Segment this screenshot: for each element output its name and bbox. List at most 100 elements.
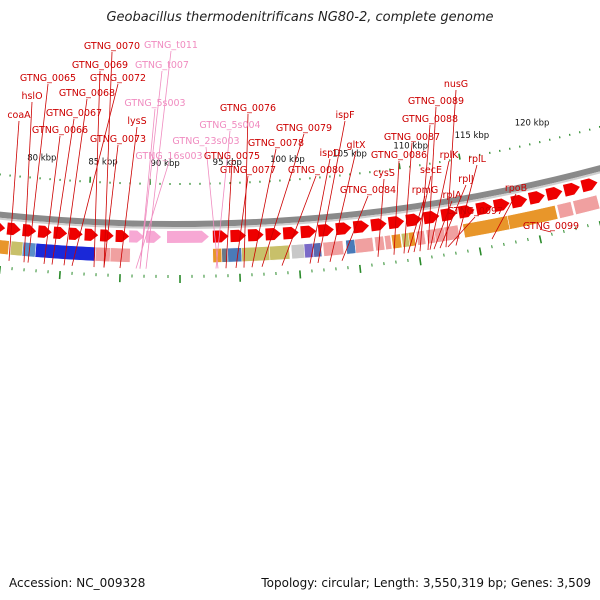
- cog-block: [94, 246, 111, 263]
- gene-label: GTNG_0066: [32, 125, 88, 136]
- gene-leader-line: [119, 126, 138, 269]
- gene-leader-line: [103, 51, 113, 268]
- gene-leader-line: [139, 70, 163, 269]
- gene-leader-line: [205, 146, 219, 269]
- gene-leader-line: [329, 150, 357, 262]
- gene-leader-line: [427, 106, 437, 251]
- gene-label: GTNG_t011: [144, 40, 198, 51]
- gene-label: GTNG_0068: [59, 88, 115, 99]
- gene-leader-line: [27, 83, 49, 263]
- gene-label: coaA: [7, 110, 31, 121]
- cog-block: [290, 243, 306, 260]
- gene-arrow: [68, 227, 83, 241]
- gene-leader-line: [261, 133, 305, 267]
- gene-arrow: [527, 191, 545, 205]
- lower-tick: [458, 153, 461, 160]
- cog-block: [374, 235, 386, 252]
- gene-label: GTNG_t007: [135, 60, 189, 71]
- upper-tick: [563, 229, 565, 234]
- gene-leader-line: [93, 70, 101, 268]
- gene-arrow: [580, 178, 598, 193]
- gene-arrow: [167, 230, 209, 243]
- tick-label: 80 kbp: [27, 153, 56, 163]
- gene-leader-line: [103, 144, 119, 268]
- gene-arrow: [0, 222, 6, 232]
- tick-label: 90 kbp: [151, 159, 180, 169]
- gene-leader-line: [429, 160, 450, 250]
- gene-label: GTNG_0084: [340, 185, 396, 196]
- gene-label: GTNG_0067: [46, 108, 102, 119]
- gene-leader-line: [491, 193, 517, 240]
- lower-tick: [398, 163, 401, 170]
- gene-leader-line: [251, 148, 277, 268]
- upper-tick: [467, 249, 469, 253]
- cog-block: [462, 215, 511, 239]
- gene-leader-line: [71, 83, 119, 266]
- gene-label-group: GTNG_0070 GTNG_t011 GTNG_0069 GTNG_t007 GTNG…: [7, 40, 579, 269]
- gene-arrow: [53, 226, 68, 240]
- gene-arrow: [475, 201, 493, 216]
- accession-label: Accession: NC_009328: [9, 576, 146, 590]
- gene-arrow: [457, 205, 475, 219]
- gene-leader-line: [215, 130, 231, 269]
- gene-label: rpoB: [505, 183, 527, 194]
- gene-arrow: [300, 225, 317, 239]
- upper-tick: [587, 224, 589, 228]
- cog-block: [556, 201, 575, 219]
- gene-label: GTNG_23s003: [172, 136, 239, 147]
- tick-label: 85 kbp: [88, 157, 117, 167]
- upper-tick: [575, 227, 577, 231]
- upper-tick: [551, 232, 553, 236]
- map-title: Geobacillus thermodenitrificans NG80-2, …: [106, 10, 494, 25]
- tick-label: 95 kbp: [213, 158, 242, 168]
- gene-arrow: [99, 229, 114, 242]
- cog-block: [354, 237, 375, 254]
- gene-arrow: [562, 182, 580, 197]
- tick-label: 115 kbp: [455, 131, 490, 141]
- gene-label: GTNG_0077: [220, 165, 276, 176]
- gene-leader-line: [309, 158, 331, 264]
- gene-label: GTNG_16s003: [135, 151, 202, 162]
- cog-block: [390, 233, 403, 250]
- upper-tick: [299, 270, 302, 279]
- upper-tick: [418, 257, 422, 266]
- gene-label: GTNG_0065: [20, 73, 76, 84]
- gene-leader-line: [51, 118, 75, 265]
- gene-arrow: [84, 228, 99, 241]
- upper-tick: [58, 271, 61, 280]
- gene-arrow: [370, 218, 387, 232]
- gene-arrow: [422, 211, 440, 225]
- gene-leader-line: [235, 175, 249, 268]
- gene-label: GTNG_0099: [523, 221, 579, 232]
- gene-label: GTNG_0088: [402, 114, 458, 125]
- gene-arrow: [265, 228, 282, 241]
- gene-label: GTNG_0072: [90, 73, 146, 84]
- gene-arrow: [545, 187, 563, 201]
- gene-arrow: [317, 224, 334, 237]
- gene-arrow: [115, 229, 130, 243]
- gene-leader-line: [407, 195, 426, 254]
- gene-leader-line: [377, 178, 385, 257]
- gene-leader-line: [445, 89, 457, 248]
- gene-leader-line: [439, 184, 467, 249]
- gene-leader-line: [413, 175, 432, 253]
- gene-leader-line: [23, 101, 33, 263]
- gene-leader-line: [63, 98, 88, 266]
- upper-tick: [538, 235, 543, 244]
- gene-label: gltX: [347, 140, 366, 151]
- gene-leader-line: [393, 160, 400, 255]
- cog-block: [506, 205, 559, 230]
- gene-arrow: [146, 230, 162, 243]
- gene-leader-line: [139, 108, 156, 269]
- gene-label: GTNG_0097: [447, 206, 503, 217]
- gene-leader-line: [539, 228, 552, 233]
- cog-block: [345, 239, 357, 255]
- backbone-group: [0, 165, 600, 229]
- upper-tick: [527, 237, 529, 242]
- gene-label: rplK: [440, 150, 460, 161]
- gene-leader-line: [341, 195, 369, 261]
- gene-label: ispF: [335, 110, 354, 121]
- gene-label: GTNG_0079: [276, 123, 332, 134]
- gene-label: hslO: [21, 91, 42, 102]
